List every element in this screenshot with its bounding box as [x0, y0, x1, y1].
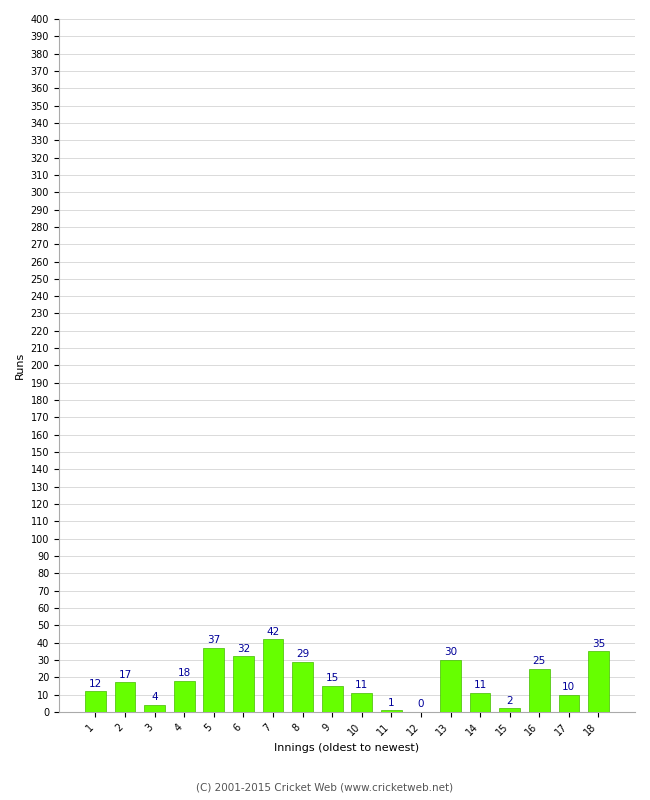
Text: 30: 30 [444, 647, 457, 658]
Text: 37: 37 [207, 635, 220, 646]
Text: 0: 0 [418, 699, 424, 710]
Bar [292, 662, 313, 712]
Text: 29: 29 [296, 649, 309, 659]
Text: 32: 32 [237, 644, 250, 654]
Bar [203, 648, 224, 712]
Text: 10: 10 [562, 682, 575, 692]
Bar [529, 669, 550, 712]
Bar [233, 657, 254, 712]
Bar [352, 693, 372, 712]
X-axis label: Innings (oldest to newest): Innings (oldest to newest) [274, 743, 419, 753]
Text: 2: 2 [506, 696, 513, 706]
Text: 15: 15 [326, 674, 339, 683]
Bar [144, 705, 165, 712]
Text: 4: 4 [151, 692, 158, 702]
Text: 42: 42 [266, 626, 280, 637]
Y-axis label: Runs: Runs [15, 352, 25, 379]
Text: 25: 25 [532, 656, 546, 666]
Text: 12: 12 [89, 678, 102, 689]
Text: 11: 11 [355, 680, 369, 690]
Bar [499, 709, 520, 712]
Bar [85, 691, 106, 712]
Text: 11: 11 [473, 680, 487, 690]
Bar [174, 681, 194, 712]
Bar [440, 660, 461, 712]
Bar [470, 693, 491, 712]
Text: 35: 35 [592, 638, 605, 649]
Bar [322, 686, 343, 712]
Bar [558, 694, 579, 712]
Text: 17: 17 [118, 670, 132, 680]
Text: (C) 2001-2015 Cricket Web (www.cricketweb.net): (C) 2001-2015 Cricket Web (www.cricketwe… [196, 782, 454, 792]
Bar [114, 682, 135, 712]
Bar [263, 639, 283, 712]
Text: 18: 18 [177, 668, 191, 678]
Text: 1: 1 [388, 698, 395, 707]
Bar [381, 710, 402, 712]
Bar [588, 651, 609, 712]
